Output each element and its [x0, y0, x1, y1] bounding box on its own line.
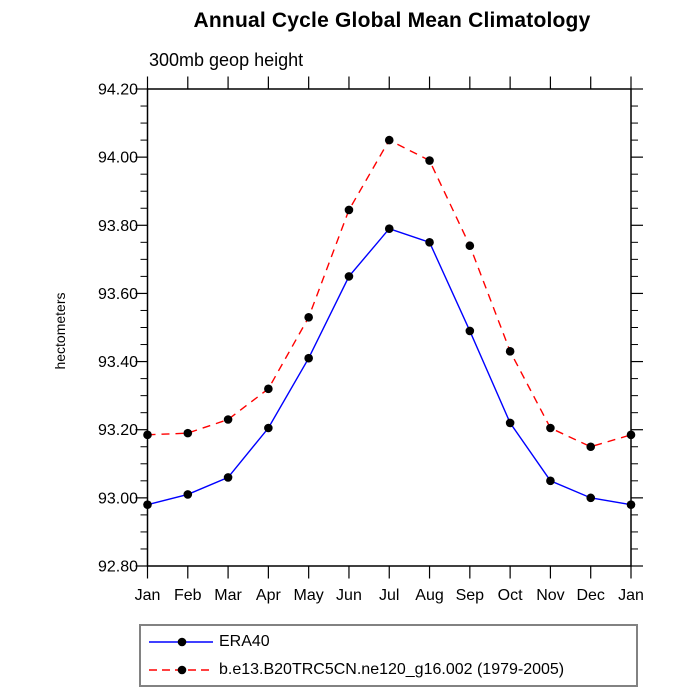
- x-tick-label: Jan: [618, 587, 644, 604]
- data-point: [384, 224, 394, 233]
- data-point: [505, 418, 515, 428]
- y-tick-label: 93.80: [98, 218, 138, 235]
- series-model: [143, 135, 636, 452]
- data-point: [264, 423, 273, 433]
- chart-subtitle: 300mb geop height: [149, 50, 304, 70]
- series-era40: [143, 224, 636, 509]
- data-point: [425, 238, 434, 247]
- data-point: [546, 423, 555, 433]
- legend-label-era40: ERA40: [219, 632, 270, 650]
- data-point: [223, 473, 233, 482]
- x-tick-label: Jul: [379, 587, 399, 604]
- x-tick-label: Sep: [456, 587, 485, 604]
- y-axis: 92.80 93.00 93.20 93.40 93.60 93.80 94.00 94.20: [98, 82, 643, 576]
- data-point: [505, 347, 515, 356]
- y-tick-label: 94.00: [98, 150, 138, 167]
- x-tick-label: Dec: [576, 587, 604, 604]
- legend-item-era40: ERA40: [141, 630, 636, 654]
- y-tick-label: 92.80: [98, 559, 138, 576]
- data-point: [143, 500, 152, 509]
- data-point: [344, 272, 354, 281]
- legend-box: ERA40 b.e13.B20TRC5CN.ne120_g16.002 (197…: [139, 624, 638, 687]
- plot-border: [146, 88, 632, 567]
- data-point: [304, 353, 313, 363]
- data-point: [465, 241, 475, 251]
- y-tick-label: 93.40: [98, 354, 138, 371]
- data-point: [546, 476, 555, 486]
- data-point: [626, 430, 636, 440]
- y-tick-label: 93.60: [98, 286, 138, 303]
- x-tick-label: Mar: [214, 587, 242, 604]
- y-tick-label: 93.20: [98, 422, 138, 439]
- x-tick-label: Feb: [174, 587, 202, 604]
- data-point: [586, 442, 596, 452]
- data-point: [223, 415, 233, 424]
- legend-item-model: b.e13.B20TRC5CN.ne120_g16.002 (1979-2005…: [141, 658, 636, 682]
- data-point: [264, 384, 273, 394]
- y-tick-label: 93.00: [98, 490, 138, 507]
- x-tick-label: Oct: [498, 587, 523, 604]
- data-point: [586, 493, 596, 503]
- x-tick-label: Jun: [336, 587, 362, 604]
- data-point: [626, 500, 636, 509]
- legend-label-model: b.e13.B20TRC5CN.ne120_g16.002 (1979-2005…: [219, 660, 565, 678]
- x-tick-label: Apr: [256, 587, 282, 604]
- data-point: [183, 490, 193, 499]
- data-point: [384, 135, 394, 145]
- data-point: [143, 430, 152, 440]
- y-tick-label: 94.20: [98, 82, 138, 99]
- data-point: [183, 428, 193, 438]
- era40-line-sample: [149, 637, 213, 646]
- chart-title: Annual Cycle Global Mean Climatology: [193, 9, 591, 32]
- x-tick-label: Jan: [135, 587, 161, 604]
- x-tick-label: May: [294, 587, 324, 604]
- data-point: [344, 205, 354, 215]
- model-line-sample: [149, 665, 213, 674]
- data-point: [425, 156, 434, 165]
- x-axis: Jan Feb Mar Apr May Jun Jul Aug Sep Oct Nov Dec Jan: [135, 76, 644, 604]
- data-point: [465, 326, 475, 336]
- x-tick-label: Nov: [536, 587, 564, 604]
- x-tick-label: Aug: [415, 587, 443, 604]
- data-point: [304, 312, 313, 322]
